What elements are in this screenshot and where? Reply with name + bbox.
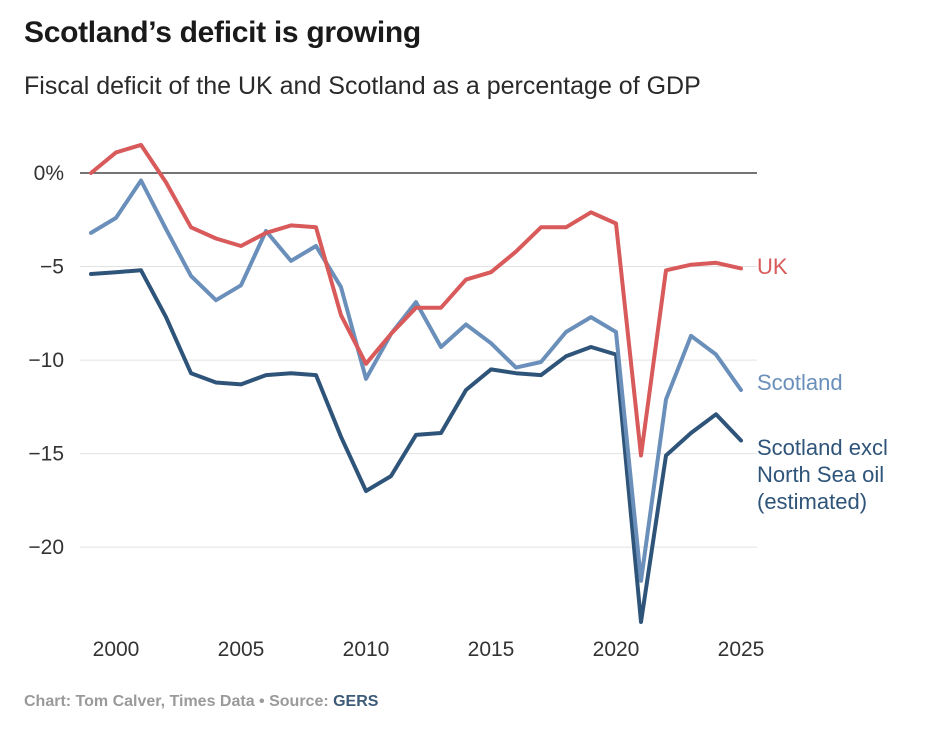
y-tick-label: −10 xyxy=(28,349,64,372)
series-line-scotland xyxy=(89,178,743,583)
y-tick-label: 0% xyxy=(34,162,64,185)
series-label: Scotland excl xyxy=(757,435,888,460)
x-tick-label: 2010 xyxy=(343,638,390,661)
source-prefix: Source: xyxy=(269,693,334,710)
series-label: UK xyxy=(757,254,788,279)
x-tick-label: 2025 xyxy=(718,638,765,661)
chart-footer: Chart: Tom Calver, Times Data • Source: … xyxy=(24,693,378,711)
x-tick-label: 2020 xyxy=(593,638,640,661)
y-tick-label: −15 xyxy=(28,443,64,466)
credit-text: Chart: Tom Calver, Times Data xyxy=(24,693,255,710)
source-link[interactable]: GERS xyxy=(333,693,379,710)
x-tick-label: 2015 xyxy=(468,638,515,661)
y-tick-label: −5 xyxy=(40,256,64,279)
chart-subtitle: Fiscal deficit of the UK and Scotland as… xyxy=(24,72,701,100)
footer-separator: • xyxy=(254,693,270,710)
series-label: Scotland xyxy=(757,370,843,395)
series-label: North Sea oil xyxy=(757,462,884,487)
x-tick-label: 2005 xyxy=(218,638,265,661)
series-line-uk xyxy=(89,142,743,458)
x-tick-label: 2000 xyxy=(93,638,140,661)
chart-title: Scotland’s deficit is growing xyxy=(24,16,421,49)
y-tick-label: −20 xyxy=(28,536,64,559)
series-line-scotland-excl-north-sea-oil-estimated xyxy=(89,268,743,624)
series-label: (estimated) xyxy=(757,489,867,514)
